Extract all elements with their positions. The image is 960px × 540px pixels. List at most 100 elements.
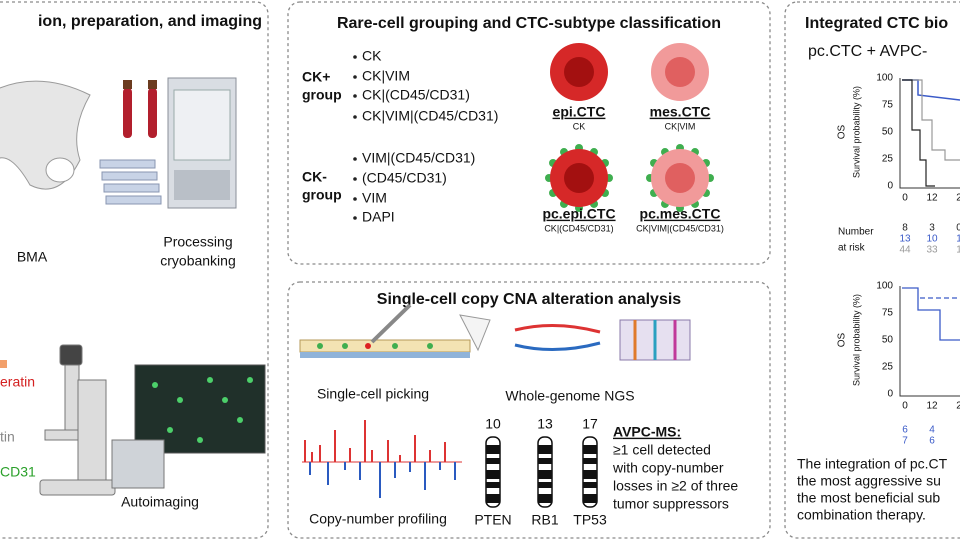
subtype-name: mes.CTC [650, 104, 711, 120]
risk-count: 6 [929, 436, 935, 447]
marker-item: VIM [362, 190, 387, 206]
cell-nucleus [665, 163, 695, 193]
x-tick-label: 12 [926, 401, 938, 412]
band [486, 482, 500, 488]
y-tick-label: 75 [882, 100, 894, 111]
subtype-markers: CK|VIM [665, 121, 696, 131]
km-curve [902, 79, 935, 187]
gene-label: PTEN [474, 512, 511, 528]
y-tick-label: 100 [876, 281, 893, 292]
subtype-markers: CK|VIM|(CD45/CD31) [636, 223, 724, 233]
subtype-markers: CK|(CD45/CD31) [544, 223, 613, 233]
y-tick-label: 100 [876, 73, 893, 84]
group-label: CK- [302, 169, 327, 185]
monitor-icon [111, 364, 266, 489]
x-tick-label: 12 [926, 193, 938, 204]
risk-title: at risk [838, 243, 866, 254]
conclusion-line: the most aggressive su [797, 473, 941, 489]
microscope-icon [39, 344, 116, 496]
y-sublabel: Survival probability (%) [851, 294, 861, 386]
bullet [353, 177, 357, 181]
band [486, 458, 500, 464]
stain-label: tin [0, 429, 15, 445]
band [538, 482, 552, 488]
x-tick-label: 0 [902, 401, 908, 412]
marker-item: CK [362, 48, 382, 64]
risk-count: 6 [902, 425, 908, 436]
y-tick-label: 25 [882, 154, 894, 165]
risk-count: 7 [902, 436, 908, 447]
y-tick-label: 50 [882, 335, 894, 346]
gene-label: RB1 [531, 512, 558, 528]
risk-count: 8 [902, 223, 908, 234]
band [583, 458, 597, 464]
step-label: Copy-number profiling [309, 511, 447, 527]
band [486, 494, 500, 503]
conclusion-line: the most beneficial sub [797, 490, 940, 506]
x-tick-label: 0 [902, 193, 908, 204]
criterion-line: losses in ≥2 of three [613, 478, 738, 494]
subtype-name: epi.CTC [553, 104, 606, 120]
stain-label: eratin [0, 374, 35, 390]
gene-label: TP53 [573, 512, 607, 528]
chromosome-number: 10 [485, 416, 501, 432]
band [583, 494, 597, 503]
processing-label: Processing [163, 234, 232, 250]
panel-subtitle: pc.CTC + AVPC- [808, 43, 927, 60]
band [583, 470, 597, 479]
cnv-plot [302, 420, 462, 498]
cell-nucleus [564, 57, 594, 87]
bullet [353, 157, 357, 161]
picking-icon [299, 303, 491, 358]
cell-nucleus [564, 163, 594, 193]
conclusion-line: The integration of pc.CT [797, 456, 948, 472]
pelvis-icon [0, 80, 91, 190]
y-tick-label: 0 [887, 389, 893, 400]
km-curve [902, 287, 960, 341]
chromosome-number: 17 [582, 416, 598, 432]
km-curve [902, 79, 960, 161]
chromosomes: 10 PTEN 13 RB1 17 TP53 [474, 416, 607, 528]
risk-count: 10 [926, 234, 938, 245]
band [486, 445, 500, 454]
band [538, 445, 552, 454]
grouping-panel [287, 1, 771, 265]
risk-title: Number [838, 227, 874, 238]
band [486, 470, 500, 479]
group-label: group [302, 87, 342, 103]
group-label: group [302, 187, 342, 203]
marker-item: DAPI [362, 209, 395, 225]
stain-label: CD31 [0, 464, 36, 480]
band [538, 494, 552, 503]
imaging-label: Autoimaging [121, 494, 199, 510]
risk-count: 1 [956, 234, 960, 245]
conclusion-line: combination therapy. [797, 507, 926, 523]
risk-count: 4 [929, 425, 935, 436]
step-label: Whole-genome NGS [505, 388, 634, 404]
x-tick-label: 2 [956, 401, 960, 412]
sample-label: BMA [17, 249, 48, 265]
cell-nucleus [665, 57, 695, 87]
panel-title: Rare-cell grouping and CTC-subtype class… [337, 15, 721, 32]
y-tick-label: 75 [882, 308, 894, 319]
freezer-icon [167, 77, 237, 209]
marker-item: CK|VIM|(CD45/CD31) [362, 108, 498, 124]
tubes-icon [99, 80, 162, 205]
axis [899, 78, 960, 189]
panel-title: Single-cell copy CNA alteration analysis [377, 291, 681, 308]
risk-count: 33 [926, 245, 938, 256]
processing-label: cryobanking [160, 253, 236, 269]
risk-count: 44 [899, 245, 911, 256]
x-tick-label: 2 [956, 193, 960, 204]
criterion-line: tumor suppressors [613, 496, 729, 512]
bullet [353, 216, 357, 220]
risk-count: 1 [956, 245, 960, 256]
step-label: Single-cell picking [317, 386, 429, 402]
subtype-name: pc.mes.CTC [640, 206, 721, 222]
criterion-line: with copy-number [612, 460, 724, 476]
y-tick-label: 0 [887, 181, 893, 192]
slide-icon [0, 360, 7, 368]
chromosome-number: 13 [537, 416, 553, 432]
